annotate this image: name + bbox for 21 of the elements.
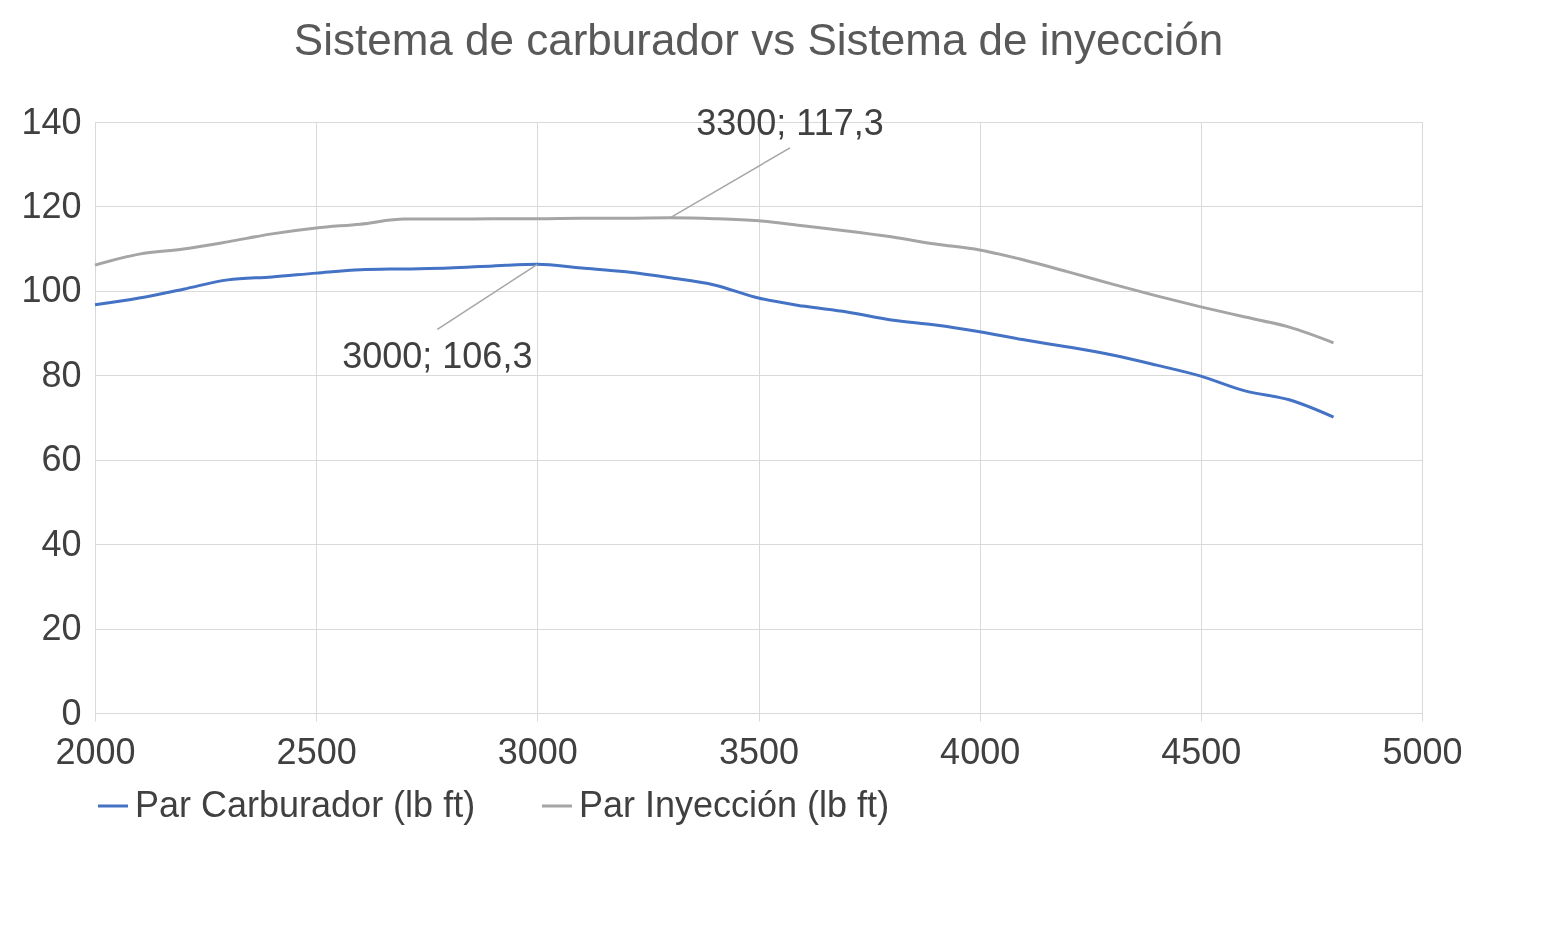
line-series <box>93 262 1336 419</box>
annotation: 3300; 117,3 <box>696 101 884 143</box>
chart-title: Sistema de carburador vs Sistema de inyección <box>293 15 1224 64</box>
y-tick-label: 80 <box>41 353 82 395</box>
legend-label: Par Carburador (lb ft) <box>135 784 476 825</box>
x-tick-label: 4000 <box>940 730 1021 772</box>
y-tick-label: 100 <box>21 269 82 311</box>
x-tick-label: 5000 <box>1382 730 1463 772</box>
y-tick-label: 0 <box>61 691 82 733</box>
x-tick-label: 3000 <box>497 730 578 772</box>
y-tick-label: 140 <box>21 100 82 142</box>
y-tick-label: 60 <box>41 438 82 480</box>
legend-label: Par Inyección (lb ft) <box>579 784 890 825</box>
y-tick-label: 20 <box>41 607 82 649</box>
x-tick-label: 2000 <box>55 730 136 772</box>
x-tick-label: 2500 <box>276 730 357 772</box>
x-tick-label: 3500 <box>718 730 800 772</box>
x-tick-label: 4500 <box>1161 730 1242 772</box>
y-tick-label: 40 <box>41 522 82 564</box>
y-tick-label: 120 <box>21 184 82 226</box>
annotation: 3000; 106,3 <box>342 335 533 377</box>
